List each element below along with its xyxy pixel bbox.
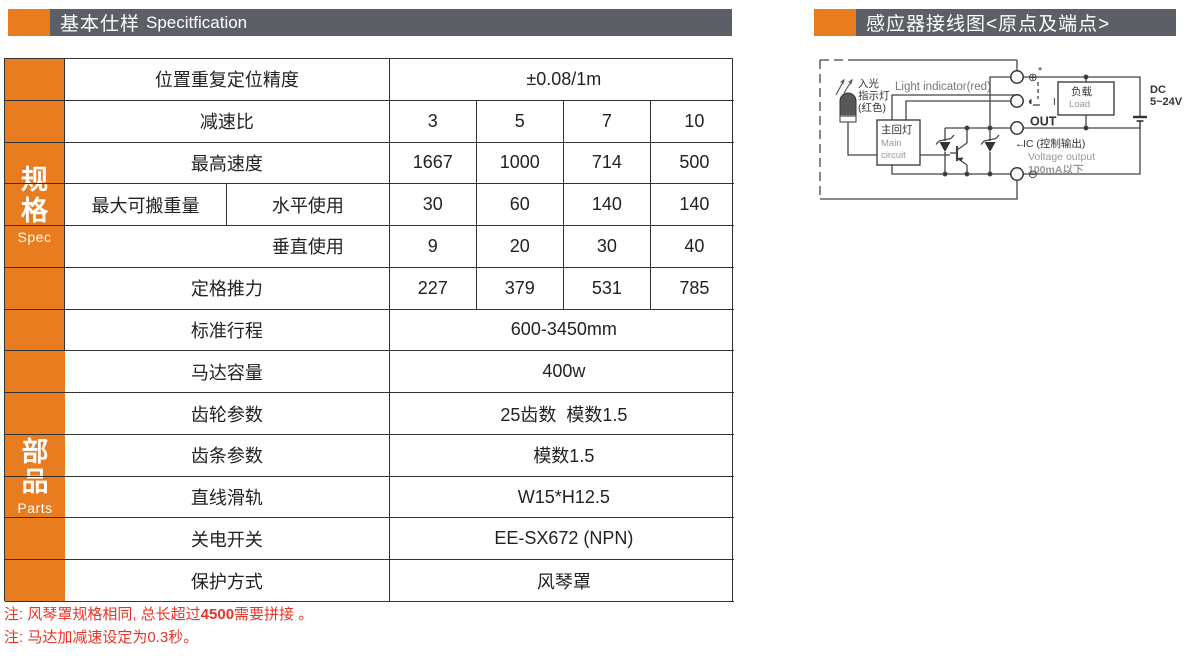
svg-text:主回灯: 主回灯 (881, 124, 913, 136)
svg-text:I: I (1053, 97, 1056, 108)
svg-text:⊕: ⊕ (1028, 72, 1038, 84)
svg-text:5~24V: 5~24V (1150, 96, 1183, 108)
svg-text:⊖: ⊖ (1028, 169, 1038, 181)
svg-text:Voltage output: Voltage output (1028, 151, 1095, 163)
svg-text:circuit: circuit (881, 150, 906, 161)
svg-text:指示灯: 指示灯 (858, 89, 890, 102)
svg-text:DC: DC (1150, 84, 1166, 96)
svg-text:IC (控制输出): IC (控制输出) (1023, 137, 1085, 150)
svg-text:Load: Load (1069, 99, 1090, 110)
svg-text:OUT: OUT (1030, 115, 1057, 129)
svg-text:负载: 负载 (1071, 85, 1093, 98)
svg-text:(红色): (红色) (858, 101, 886, 114)
svg-text:*: * (1038, 65, 1042, 77)
svg-text:Light indicator(red): Light indicator(red) (895, 81, 991, 93)
svg-text:入光: 入光 (858, 77, 879, 90)
svg-text:◐: ◐ (1028, 96, 1035, 108)
svg-text:Main: Main (881, 138, 902, 149)
